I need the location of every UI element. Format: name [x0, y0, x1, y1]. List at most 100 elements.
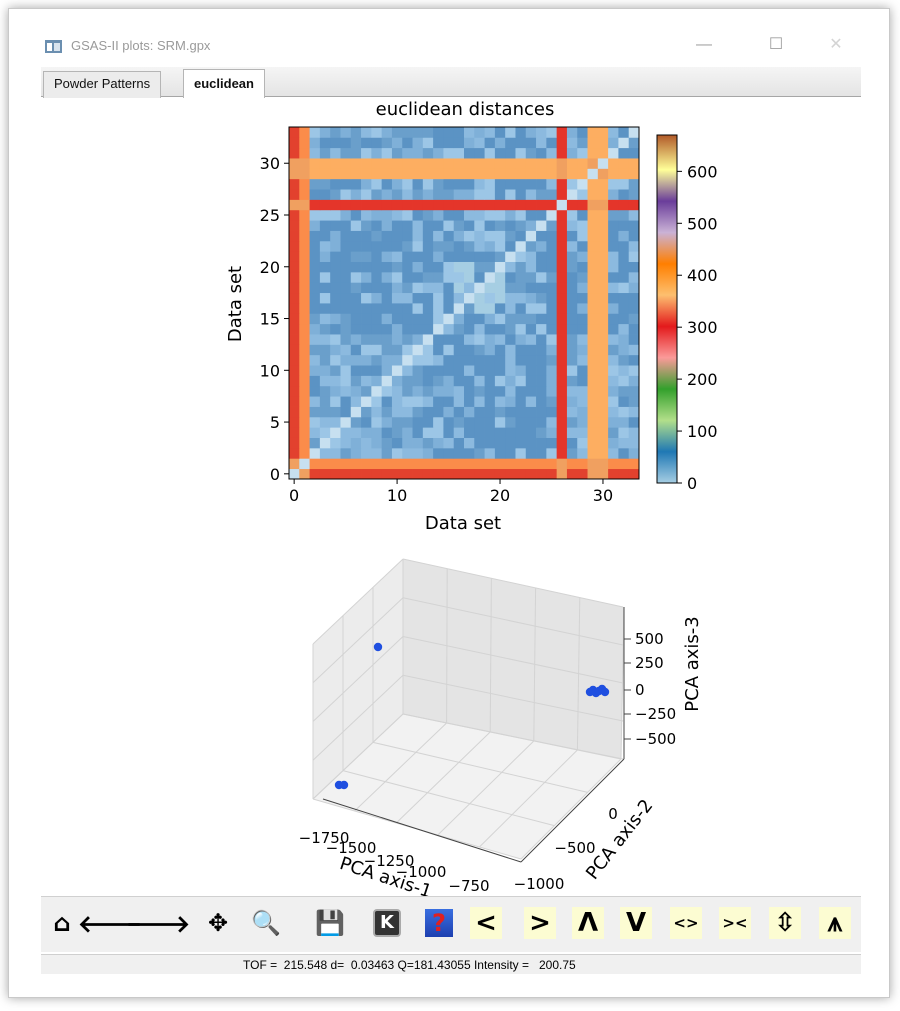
heatmap-cell — [309, 416, 321, 428]
heatmap-cell — [515, 271, 527, 283]
heatmap-cell — [484, 251, 496, 262]
heatmap-cell — [608, 158, 619, 169]
heatmap-cell — [443, 292, 455, 304]
heatmap-cell — [587, 344, 599, 356]
zoom-button[interactable]: 🔍 — [250, 907, 282, 939]
heatmap-cell — [340, 209, 352, 221]
heatmap-cell — [608, 365, 619, 376]
shift-right-button[interactable]: > — [524, 907, 556, 939]
heatmap-cell — [525, 396, 537, 407]
heatmap-cell — [505, 313, 516, 325]
heatmap-cell — [515, 354, 527, 366]
shrink-y-button[interactable]: ⩚ — [819, 907, 851, 939]
shift-down-button[interactable]: V — [620, 907, 652, 939]
heatmap-cell — [309, 303, 321, 314]
heatmap-cell — [474, 168, 485, 180]
heatmap-cell — [371, 365, 383, 376]
maximize-button[interactable]: ☐ — [768, 36, 784, 53]
heatmap-cell — [525, 447, 537, 459]
heatmap-cell — [628, 261, 640, 273]
heatmap-cell — [319, 406, 331, 418]
heatmap-cell — [319, 385, 331, 397]
heatmap-cell — [330, 251, 341, 262]
back-button[interactable]: 🡐 — [78, 907, 142, 939]
heatmap-cell — [371, 292, 383, 304]
heatmap-cell — [494, 137, 506, 149]
shift-left-button[interactable]: < — [470, 907, 502, 939]
heatmap-cell — [618, 261, 630, 273]
expand-x-button[interactable]: <> — [670, 907, 702, 939]
heatmap-cell — [597, 427, 609, 438]
shrink-x-button[interactable]: >< — [719, 907, 751, 939]
heatmap-cell — [371, 437, 383, 449]
home-button[interactable]: ⌂ — [46, 907, 78, 939]
heatmap-cell — [484, 396, 496, 407]
help-button[interactable]: ? — [423, 907, 455, 939]
heatmap-cell — [505, 354, 516, 366]
heatmap-cell — [402, 375, 413, 387]
heatmap-cell — [556, 127, 568, 138]
heatmap-cell — [464, 354, 475, 366]
heatmap-cell — [577, 240, 588, 252]
heatmap-cell — [536, 158, 547, 169]
heatmap-cell — [474, 447, 485, 459]
heatmap-cell — [443, 158, 455, 169]
heatmap-cell — [618, 437, 630, 449]
minimize-button[interactable]: — — [696, 36, 712, 53]
forward-button[interactable]: 🡒 — [126, 907, 190, 939]
heatmap-cell — [340, 313, 352, 325]
heatmap-cell — [319, 137, 331, 149]
heatmap-cell — [484, 271, 496, 283]
heatmap-cell — [546, 282, 558, 294]
heatmap-cell — [618, 468, 630, 480]
heatmap-cell — [587, 354, 599, 366]
heatmap-cell — [464, 282, 475, 294]
heatmap-cell — [505, 468, 516, 480]
heatmap-cell — [422, 365, 434, 376]
heatmap-cell — [556, 189, 568, 200]
heatmap-cell — [474, 292, 485, 304]
heatmap-cell — [391, 158, 403, 169]
heatmap-cell — [309, 230, 321, 242]
heatmap-cell — [525, 344, 537, 356]
expand-y-button[interactable]: ⇳ — [769, 907, 801, 939]
heatmap-cell — [515, 127, 527, 138]
heatmap-cell — [556, 406, 568, 418]
heatmap-cell — [319, 354, 331, 366]
heatmap-cell — [618, 178, 630, 190]
heatmap-cell — [464, 199, 475, 211]
heatmap-cell — [289, 251, 300, 262]
grid-line — [312, 636, 404, 722]
pan-button[interactable]: ✥ — [202, 907, 234, 939]
close-button[interactable]: ✕ — [829, 36, 843, 53]
heatmap-cell — [289, 406, 300, 418]
plot-canvas[interactable]: euclidean distances 0 10 20 30 0 5 10 15 20 25 30… — [41, 99, 861, 896]
shrink-x-icon: >< — [722, 914, 748, 932]
heatmap-cell — [474, 375, 485, 387]
heatmap-cell — [371, 261, 383, 273]
heatmap-cell — [566, 209, 578, 221]
heatmap-cell — [484, 127, 496, 138]
tab-euclidean[interactable]: euclidean — [183, 69, 265, 98]
heatmap-ylabel: Data set — [225, 266, 246, 342]
key-button[interactable]: K — [371, 907, 403, 939]
heatmap-cell — [464, 189, 475, 200]
tab-powder-patterns[interactable]: Powder Patterns — [43, 71, 162, 98]
save-button[interactable]: 💾 — [314, 907, 346, 939]
heatmap-cell — [443, 416, 455, 428]
heatmap-cell — [505, 271, 516, 283]
heatmap-cell — [536, 447, 547, 459]
heatmap-cell — [330, 396, 341, 407]
heatmap-cell — [433, 251, 444, 262]
heatmap-cell — [628, 147, 640, 159]
heatmap-cell — [577, 354, 588, 366]
heatmap-cell — [566, 365, 578, 376]
heatmap-cell — [608, 396, 619, 407]
heatmap-cell — [618, 447, 630, 459]
shift-up-button[interactable]: Λ — [572, 907, 604, 939]
heatmap-cell — [546, 313, 558, 325]
plot-area[interactable]: euclidean distances 0 10 20 30 0 5 10 15 20 25 30… — [41, 99, 861, 896]
back-icon: 🡐 — [77, 909, 143, 938]
heatmap-cell — [608, 209, 619, 221]
heatmap-cell — [525, 323, 537, 335]
